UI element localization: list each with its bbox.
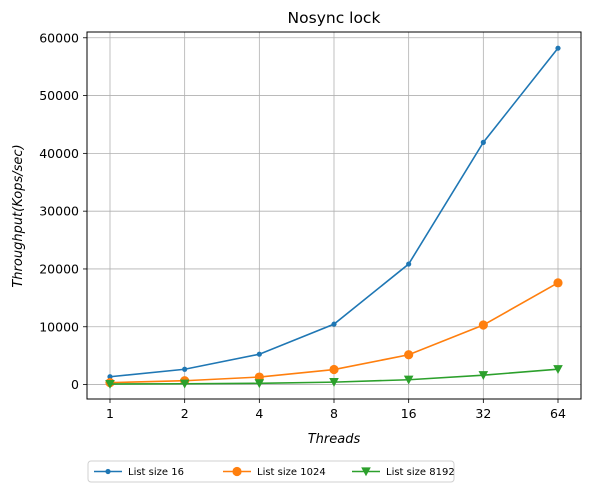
y-axis: 0 10000 20000 30000 40000 50000 60000 (39, 30, 87, 392)
data-point (478, 320, 488, 330)
data-point (553, 278, 563, 288)
x-tick-label: 32 (475, 406, 491, 421)
series-3 (105, 365, 563, 389)
y-tick-label: 20000 (39, 261, 79, 276)
data-point (478, 371, 489, 380)
legend: List size 16 List size 1024 List size 8192 (87, 460, 455, 483)
data-point (179, 379, 190, 389)
data-point (105, 379, 115, 389)
y-tick-label: 50000 (39, 88, 79, 103)
data-point (256, 351, 262, 357)
legend-entry: List size 8192 (352, 467, 455, 478)
y-tick-label: 60000 (39, 30, 79, 45)
legend-label: List size 8192 (386, 467, 455, 478)
y-axis-title: Throughput(Kops/sec) (11, 144, 26, 287)
y-tick-label: 40000 (39, 146, 79, 161)
data-point (403, 375, 414, 385)
x-tick-label: 8 (330, 406, 338, 421)
series-1 (107, 45, 561, 380)
legend-marker (105, 468, 111, 475)
y-tick-label: 10000 (39, 319, 79, 334)
data-point (182, 366, 188, 372)
data-point (404, 350, 414, 360)
data-point (254, 379, 265, 389)
grid (87, 32, 581, 399)
x-axis-title: Threads (308, 432, 361, 447)
x-tick-label: 4 (255, 406, 263, 421)
legend-label: List size 1024 (257, 467, 326, 478)
x-tick-label: 1 (106, 406, 114, 421)
data-point (555, 45, 561, 51)
legend-entry: List size 1024 (223, 466, 326, 478)
data-point (553, 365, 563, 374)
x-tick-label: 2 (181, 406, 189, 421)
y-tick-label: 30000 (39, 204, 79, 219)
data-point (329, 364, 339, 375)
x-axis: 1 2 4 8 16 32 64 (106, 399, 566, 421)
legend-label: List size 16 (128, 467, 184, 478)
legend-entry: List size 16 (94, 467, 184, 478)
plot-series (105, 45, 563, 389)
x-tick-label: 64 (550, 406, 566, 421)
data-point (329, 378, 339, 387)
legend-marker (232, 466, 242, 477)
legend-marker (361, 467, 371, 477)
data-point (406, 261, 412, 267)
data-point (107, 374, 113, 380)
x-tick-label: 16 (401, 406, 417, 421)
data-point (331, 321, 337, 327)
chart-title: Nosync lock (288, 9, 381, 27)
legend-box (87, 460, 455, 483)
y-tick-label: 0 (71, 377, 79, 392)
data-point (480, 139, 486, 145)
